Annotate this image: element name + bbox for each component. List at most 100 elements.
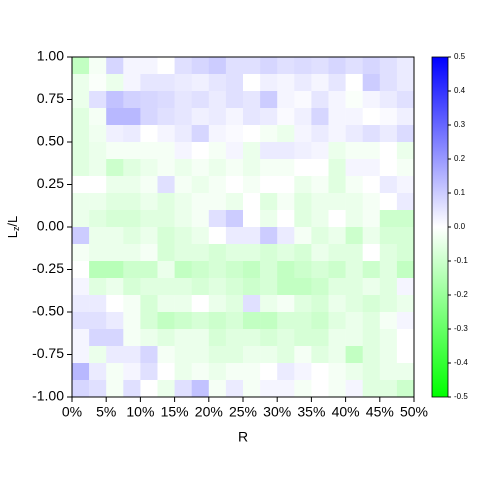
heat-cell — [277, 312, 295, 330]
colorbar-tick-label: 0.3 — [454, 120, 466, 129]
heat-cell — [311, 295, 329, 313]
heat-cell — [379, 244, 398, 262]
heat-cell — [174, 74, 192, 92]
heat-cell — [191, 176, 210, 194]
heat-cell — [123, 312, 141, 330]
heat-cell — [174, 193, 192, 211]
heat-cell — [225, 329, 244, 347]
heat-cell — [243, 91, 261, 109]
heat-cell — [72, 210, 90, 228]
heat-cell — [157, 193, 175, 211]
heat-cell — [174, 261, 192, 279]
heat-cell — [396, 278, 415, 296]
heat-cell — [311, 57, 329, 75]
heat-cell — [140, 278, 158, 296]
heat-cell — [345, 346, 363, 364]
heat-cell — [225, 159, 244, 177]
heat-cell — [140, 91, 158, 109]
heat-cell — [191, 346, 210, 364]
x-axis-label: R — [238, 429, 248, 445]
heat-cell — [106, 295, 124, 313]
heat-cell — [294, 159, 312, 177]
heat-cell — [396, 159, 415, 177]
heat-cell — [157, 278, 175, 296]
heat-cell — [140, 346, 158, 364]
heat-cell — [174, 176, 192, 194]
heat-cell — [208, 295, 227, 313]
heat-cell — [208, 91, 227, 109]
heat-cell — [396, 312, 415, 330]
heat-cell — [294, 176, 312, 194]
heat-cell — [396, 261, 415, 279]
heat-cell — [379, 176, 398, 194]
colorbar-tick-label: -0.5 — [454, 392, 468, 401]
heat-cell — [396, 380, 415, 398]
heat-cell — [140, 193, 158, 211]
heat-cell — [225, 91, 244, 109]
heat-cell — [328, 261, 346, 279]
heat-cell — [379, 159, 398, 177]
heat-cell — [123, 159, 141, 177]
heat-cell — [225, 295, 244, 313]
x-tick-label: 5% — [96, 404, 116, 420]
heat-cell — [89, 346, 107, 364]
heat-cell — [208, 244, 227, 262]
heat-cell — [225, 346, 244, 364]
heat-cell — [123, 176, 141, 194]
heat-cell — [328, 125, 346, 143]
heat-cell — [191, 244, 210, 262]
heat-cell — [311, 91, 329, 109]
heat-cell — [328, 159, 346, 177]
heat-cell — [260, 57, 278, 75]
heat-cell — [396, 295, 415, 313]
heat-cell — [345, 380, 363, 398]
heat-cell — [72, 91, 90, 109]
heat-cell — [208, 176, 227, 194]
heat-cell — [243, 363, 261, 381]
x-tick-label: 20% — [195, 404, 223, 420]
heat-cell — [106, 278, 124, 296]
heat-cell — [72, 159, 90, 177]
heat-cell — [260, 227, 278, 245]
heat-cell — [379, 380, 398, 398]
x-tick-label: 30% — [263, 404, 291, 420]
colorbar-tick-label: 0.0 — [454, 222, 466, 231]
heat-cell — [225, 125, 244, 143]
heat-cell — [345, 244, 363, 262]
heat-cell — [174, 380, 192, 398]
heat-cell — [123, 329, 141, 347]
heat-cell — [174, 244, 192, 262]
heat-cell — [123, 363, 141, 381]
y-tick-label: 0.25 — [37, 175, 64, 191]
heat-cell — [396, 74, 415, 92]
heat-cell — [89, 176, 107, 194]
heat-cell — [294, 210, 312, 228]
heat-cell — [345, 295, 363, 313]
heat-cell — [72, 380, 90, 398]
heat-cell — [311, 346, 329, 364]
heat-cell — [328, 210, 346, 228]
colorbar-tick-label: -0.1 — [454, 256, 468, 265]
heat-cell — [174, 210, 192, 228]
colorbar-tick-label: -0.2 — [454, 290, 468, 299]
heat-cell — [106, 363, 124, 381]
y-label-sub: z — [11, 226, 21, 231]
heat-cell — [72, 329, 90, 347]
heat-cell — [191, 57, 210, 75]
heat-cell — [362, 346, 381, 364]
heat-cell — [294, 346, 312, 364]
heat-cell — [328, 57, 346, 75]
heat-cell — [328, 74, 346, 92]
heat-cell — [396, 91, 415, 109]
heat-cell — [191, 295, 210, 313]
heat-cell — [157, 91, 175, 109]
x-tick-label: 45% — [366, 404, 394, 420]
heat-cell — [191, 329, 210, 347]
y-tick-label: 0.50 — [37, 133, 64, 149]
heat-cell — [208, 278, 227, 296]
heat-cell — [140, 57, 158, 75]
heat-cell — [362, 329, 381, 347]
heat-cell — [225, 108, 244, 126]
heat-cell — [260, 312, 278, 330]
heat-cell — [89, 295, 107, 313]
